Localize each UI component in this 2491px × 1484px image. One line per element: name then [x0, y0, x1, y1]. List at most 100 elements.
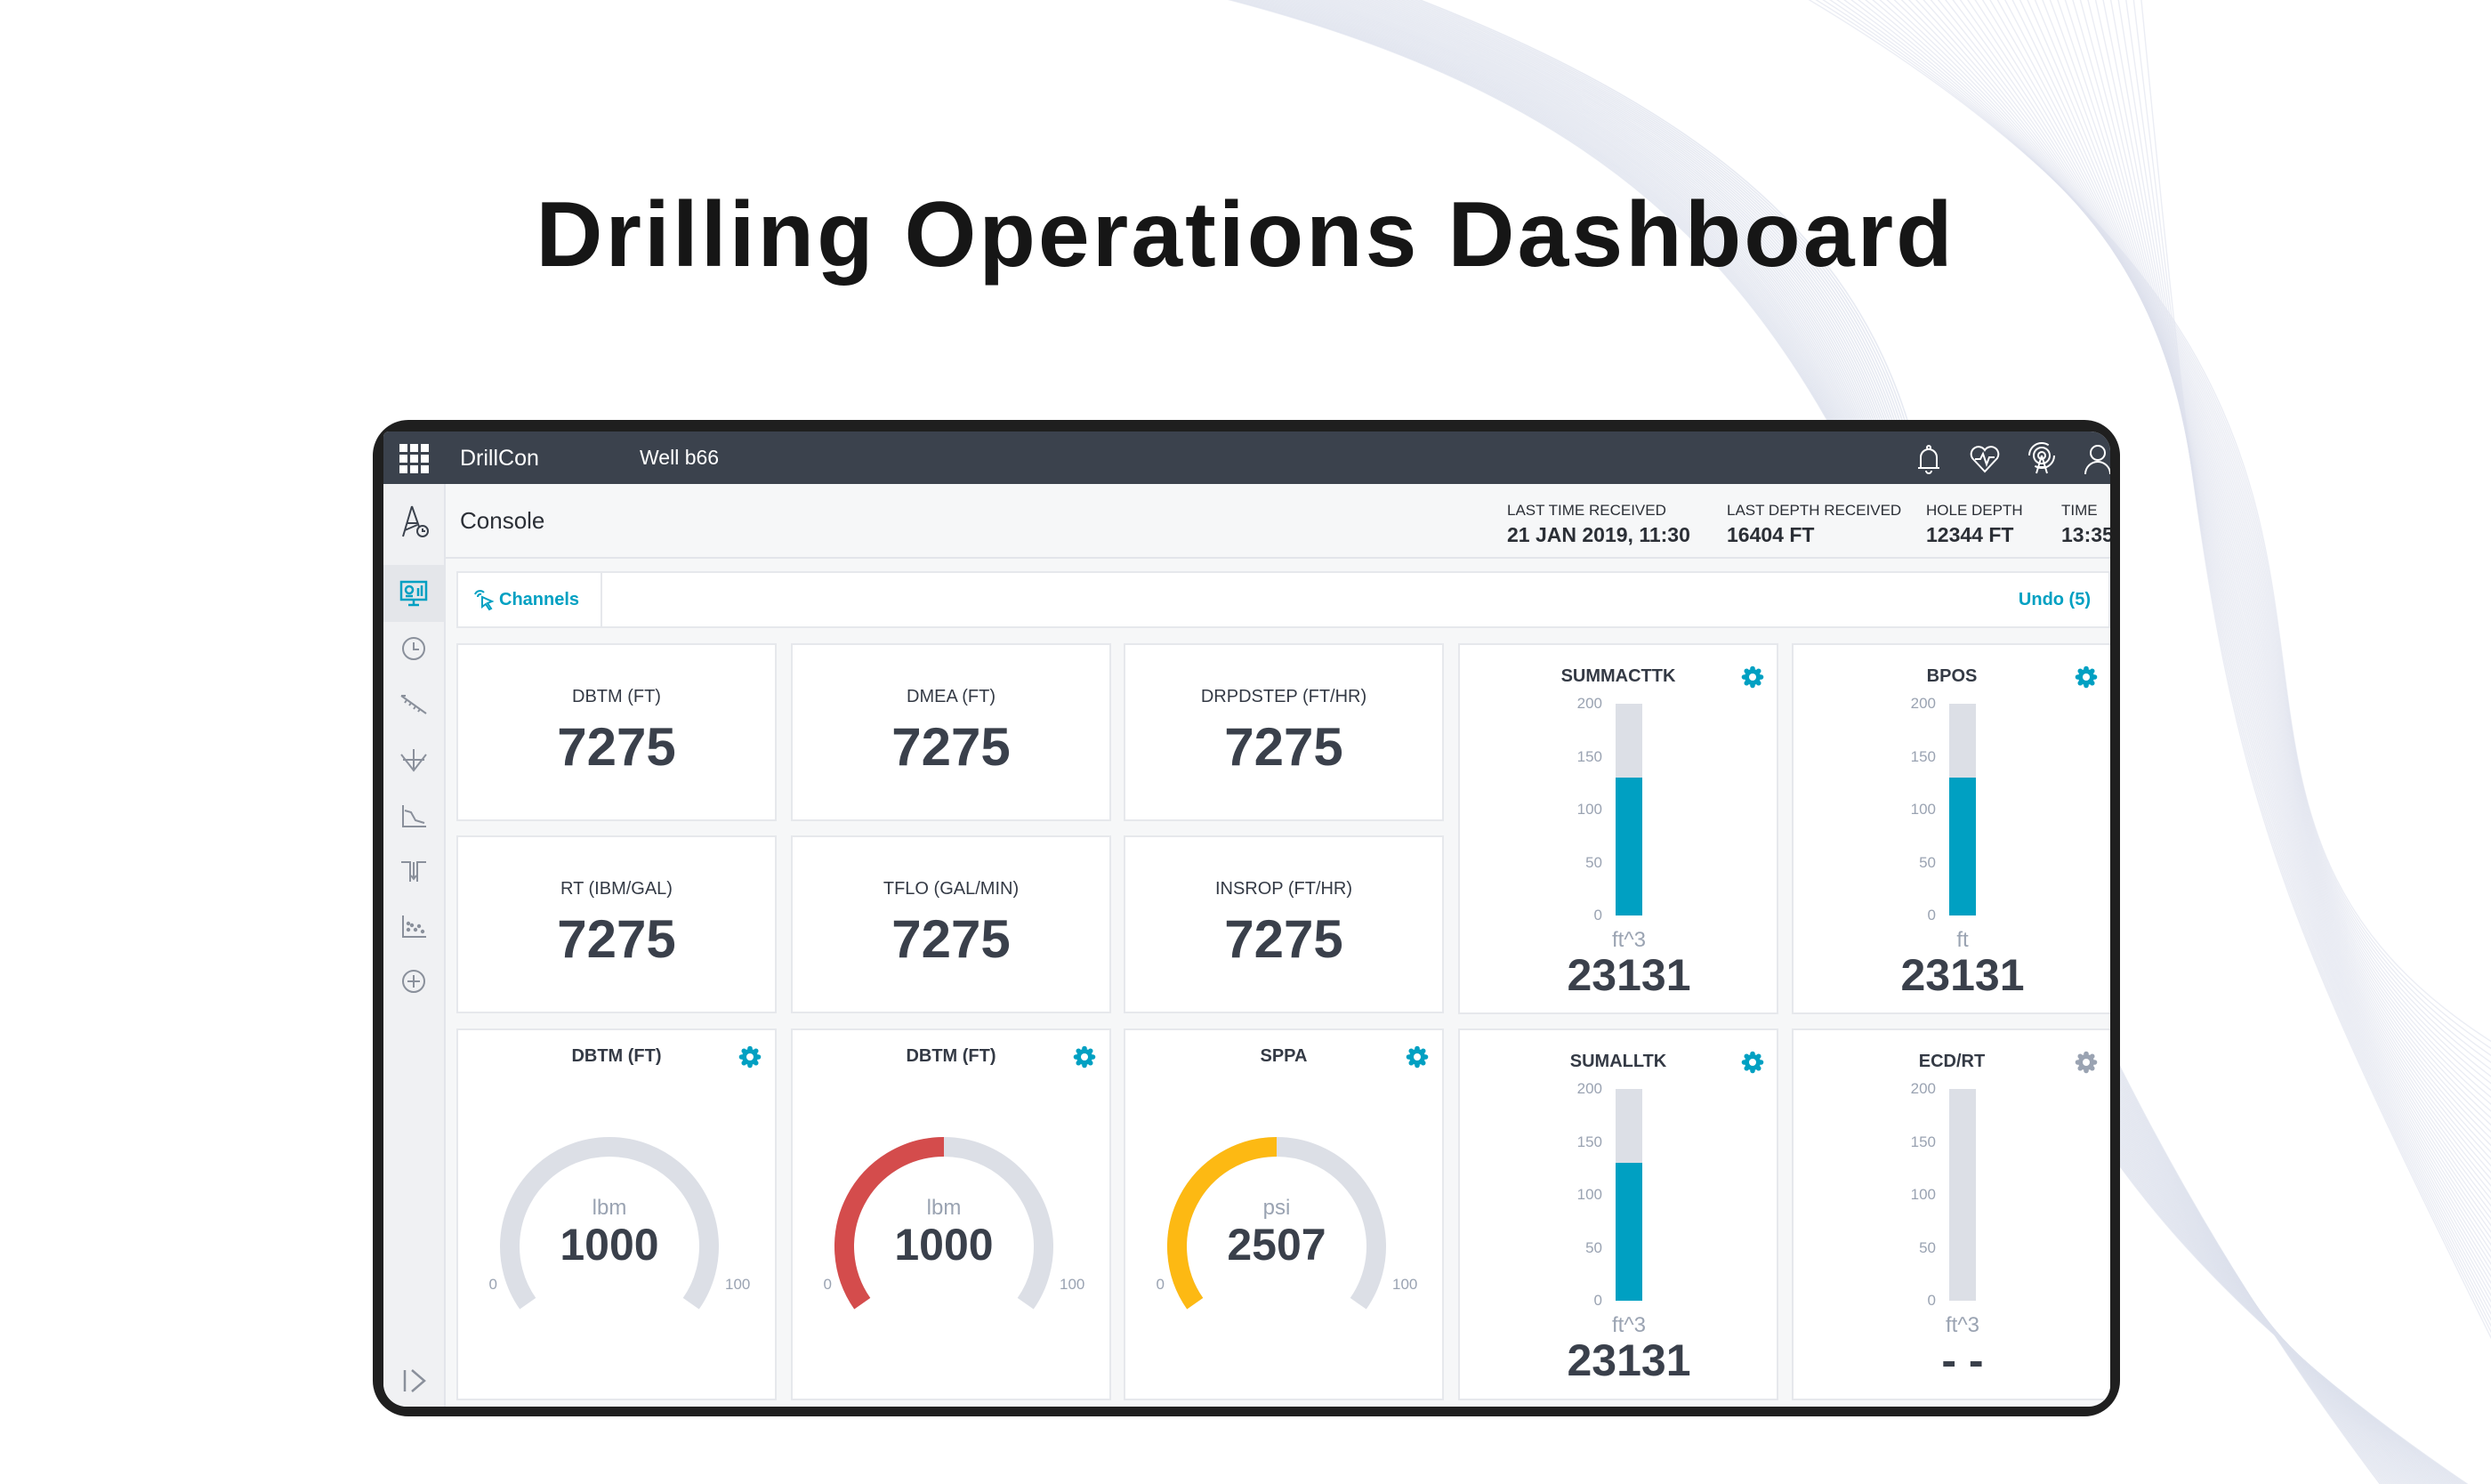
gauge-arc: [500, 1137, 719, 1310]
bar-card-value: 23131: [1567, 1335, 1691, 1385]
gauge-fill: [1167, 1137, 1278, 1310]
gauge-min-label: 0: [1156, 1276, 1165, 1293]
settings-gear-icon[interactable]: [1741, 1051, 1764, 1074]
drilling-rig-icon[interactable]: [396, 504, 431, 539]
gauge-unit: psi: [1262, 1196, 1291, 1220]
bar-card-unit: ft: [1956, 928, 1969, 952]
survey-plot-icon[interactable]: [396, 742, 431, 778]
value-card-label: TFLO (GAL/MIN): [883, 879, 1020, 899]
page-heading: Console: [460, 507, 545, 534]
bar-card-value: 23131: [1900, 950, 2025, 1000]
axis-tick-label: 50: [1919, 1238, 1936, 1256]
bar-track: [1949, 1089, 1976, 1301]
gauge-value: 1000: [894, 1220, 994, 1270]
line-chart-icon[interactable]: [396, 798, 431, 834]
gauge-arc: [1167, 1137, 1386, 1310]
gauge-min-label: 0: [823, 1276, 832, 1293]
stat-value: 21 JAN 2019, 11:30: [1507, 523, 1690, 546]
settings-gear-icon[interactable]: [738, 1045, 762, 1069]
antenna-icon[interactable]: [2025, 442, 2059, 476]
stat-label: TIME: [2061, 502, 2098, 519]
tab-channels-label: Channels: [499, 590, 580, 609]
add-circle-icon[interactable]: [396, 964, 431, 999]
bar-gauge-card: SUMMACTTK 200 150 100 50 0 ft^3 23131: [1458, 643, 1778, 1014]
bar-card-unit: ft^3: [1612, 1313, 1646, 1337]
bar-gauge-card: ECD/RT 200 150 100 50 0 ft^3- -: [1792, 1028, 2110, 1400]
settings-gear-icon[interactable]: [1406, 1045, 1429, 1069]
value-card-value: 7275: [1224, 717, 1343, 777]
bar-fill: [1616, 1163, 1642, 1301]
bar-card-value: - -: [1941, 1335, 1984, 1385]
tab-channels[interactable]: Channels: [458, 573, 602, 626]
monitor-dashboard-icon[interactable]: [396, 576, 431, 611]
stat-label: HOLE DEPTH: [1926, 502, 2023, 519]
well-selector[interactable]: Well b66: [640, 446, 720, 469]
value-card-label: DRPDSTEP (FT/HR): [1200, 687, 1367, 706]
stat-value: 12344 FT: [1926, 523, 2014, 546]
stat-last-time-received: LAST TIME RECEIVED 21 JAN 2019, 11:30: [1507, 502, 1690, 547]
casing-icon[interactable]: [396, 853, 431, 889]
bar-card-value: 23131: [1567, 950, 1691, 1000]
value-card-value: 7275: [891, 717, 1011, 777]
axis-tick-label: 0: [1927, 907, 1936, 923]
bar-card-title: SUMALLTK: [1569, 1052, 1667, 1071]
channels-toolbar: Channels Undo (5): [456, 571, 2110, 628]
gauge-unit: lbm: [592, 1196, 627, 1220]
gauge-card-title: DBTM (FT): [571, 1046, 662, 1066]
axis-tick-label: 100: [1910, 801, 1936, 818]
expand-sidebar-icon[interactable]: [396, 1363, 431, 1399]
bell-icon[interactable]: [1912, 442, 1946, 476]
apps-grid-icon[interactable]: [398, 442, 430, 474]
stat-value: 16404 FT: [1727, 523, 1815, 546]
settings-gear-icon[interactable]: [1741, 665, 1764, 689]
clock-icon[interactable]: [396, 631, 431, 666]
axis-tick-label: 50: [1919, 853, 1936, 871]
axis-tick-label: 0: [1927, 1292, 1936, 1309]
gauge-value: 1000: [560, 1220, 659, 1270]
axis-tick-label: 150: [1576, 747, 1602, 765]
depth-ruler-icon[interactable]: [396, 687, 431, 722]
settings-gear-icon[interactable]: [2075, 1051, 2098, 1074]
gauge-max-label: 100: [1060, 1276, 1085, 1293]
app-screen: DrillCon Well b66 Console LAST TIME RECE…: [383, 431, 2110, 1407]
bar-card-title: ECD/RT: [1918, 1052, 1986, 1071]
top-bar: DrillCon Well b66: [383, 431, 2110, 484]
bar-gauge-card: BPOS 200 150 100 50 0 ft 23131: [1792, 643, 2110, 1014]
bar-card-unit: ft^3: [1946, 1313, 1979, 1337]
axis-tick-label: 150: [1910, 1133, 1936, 1150]
bar-card-title: BPOS: [1926, 666, 1978, 686]
axis-tick-label: 50: [1585, 1238, 1602, 1256]
scatter-plot-icon[interactable]: [396, 908, 431, 944]
gauge-track: [500, 1137, 719, 1310]
heart-pulse-icon[interactable]: [1968, 442, 2002, 476]
axis-tick-label: 200: [1576, 1080, 1602, 1097]
axis-tick-label: 100: [1576, 801, 1602, 818]
axis-tick-label: 150: [1576, 1133, 1602, 1150]
stat-label: LAST DEPTH RECEIVED: [1727, 502, 1902, 519]
settings-gear-icon[interactable]: [1073, 1045, 1096, 1069]
console-header: Console LAST TIME RECEIVED 21 JAN 2019, …: [446, 484, 2110, 559]
value-card-value: 7275: [891, 909, 1011, 969]
value-card: DRPDSTEP (FT/HR) 7275: [1124, 643, 1444, 821]
user-icon[interactable]: [2081, 442, 2110, 476]
stat-label: LAST TIME RECEIVED: [1507, 502, 1666, 519]
axis-tick-label: 0: [1593, 907, 1602, 923]
bar-card-unit: ft^3: [1612, 928, 1646, 952]
radial-gauge-card: SPPA 0 100 psi 2507: [1124, 1028, 1444, 1400]
stat-time: TIME 13:35: [2061, 502, 2110, 547]
stat-hole-depth: HOLE DEPTH 12344 FT: [1926, 502, 2023, 547]
axis-tick-label: 150: [1910, 747, 1936, 765]
gauge-max-label: 100: [725, 1276, 751, 1293]
value-card-value: 7275: [557, 717, 676, 777]
gauge-min-label: 0: [488, 1276, 497, 1293]
gauge-unit: lbm: [926, 1196, 962, 1220]
value-card: DMEA (FT) 7275: [791, 643, 1111, 821]
value-card-label: DMEA (FT): [907, 687, 996, 706]
undo-button[interactable]: Undo (5): [2018, 590, 2091, 609]
settings-gear-icon[interactable]: [2075, 665, 2098, 689]
bar-card-title: SUMMACTTK: [1560, 666, 1676, 686]
app-name[interactable]: DrillCon: [460, 446, 539, 471]
value-card: DBTM (FT) 7275: [456, 643, 777, 821]
bar-fill: [1616, 778, 1642, 915]
value-card-value: 7275: [1224, 909, 1343, 969]
